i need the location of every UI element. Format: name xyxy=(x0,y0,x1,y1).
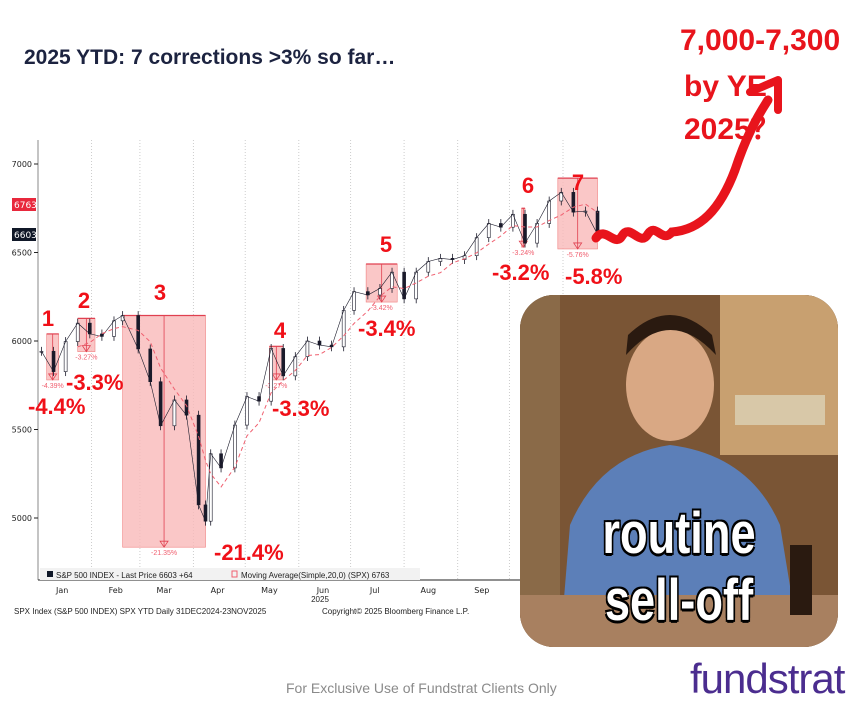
x-tick-label: Mar xyxy=(157,586,173,595)
correction-box-3: -21.35% xyxy=(122,314,206,557)
price-candle xyxy=(63,341,68,372)
correction-label-7: -5.8% xyxy=(565,264,622,289)
legend-swatch-price xyxy=(47,571,53,577)
correction-label-3: -21.4% xyxy=(214,540,284,565)
legend-swatch-ma xyxy=(231,570,238,578)
correction-number-7: 7 xyxy=(572,170,584,195)
price-tag-ma-text: 6763 xyxy=(14,201,37,211)
x-tick-label: Feb xyxy=(109,586,123,595)
price-candle xyxy=(245,396,249,426)
correction-label-6: -3.2% xyxy=(492,260,549,285)
target-range: 7,000-7,300 xyxy=(680,24,841,57)
price-candle xyxy=(486,223,491,238)
price-candle xyxy=(148,348,153,383)
down-triangle-icon xyxy=(81,345,92,353)
x-tick-label: Jan xyxy=(55,586,68,595)
price-candle xyxy=(158,381,163,427)
correction-pct: -3.27% xyxy=(265,383,287,390)
moving-average-line xyxy=(77,203,598,488)
x-tick-label: Jun xyxy=(316,586,330,595)
price-candle xyxy=(75,322,80,342)
footer-disclaimer: For Exclusive Use of Fundstrat Clients O… xyxy=(286,680,557,696)
price-candle xyxy=(136,315,140,350)
down-triangle-icon xyxy=(572,242,583,250)
y-tick-label: 5500 xyxy=(12,426,32,435)
price-candle xyxy=(112,320,116,337)
correction-label-2: -3.3% xyxy=(66,370,123,395)
meme-figure xyxy=(520,295,838,647)
meme-image: routine sell-off xyxy=(520,295,838,647)
price-line xyxy=(41,191,598,522)
correction-number-6: 6 xyxy=(522,173,534,198)
correction-number-4: 4 xyxy=(274,318,287,343)
y-tick-label: 6500 xyxy=(12,249,32,258)
down-triangle-icon xyxy=(271,373,282,381)
correction-pct: -5.76% xyxy=(567,252,589,259)
price-candle xyxy=(184,399,189,416)
correction-pct: -3.27% xyxy=(75,355,97,362)
correction-number-5: 5 xyxy=(380,232,392,257)
correction-number-2: 2 xyxy=(78,288,90,313)
slide-title: 2025 YTD: 7 corrections >3% so far… xyxy=(24,46,396,69)
price-candle xyxy=(571,192,576,213)
price-candle xyxy=(352,291,356,311)
year-label: 2025 xyxy=(311,595,329,604)
price-candle xyxy=(196,414,201,506)
price-candle xyxy=(426,261,431,273)
price-candle xyxy=(341,310,346,348)
x-tick-label: Aug xyxy=(420,586,436,595)
x-tick-label: Jul xyxy=(369,586,380,595)
correction-label-4: -3.3% xyxy=(272,396,329,421)
legend-price: S&P 500 INDEX - Last Price 6603 +64 xyxy=(56,571,193,580)
correction-label-5: -3.4% xyxy=(358,316,415,341)
y-tick-label: 6000 xyxy=(12,337,32,346)
correction-pct: -3.24% xyxy=(512,250,534,257)
price-candle xyxy=(172,399,177,427)
correction-pct: -4.39% xyxy=(42,383,64,390)
fundstrat-logo: fundstrat xyxy=(690,655,845,702)
price-candle xyxy=(378,288,382,296)
legend-box xyxy=(40,568,420,580)
price-candle xyxy=(595,210,600,235)
legend-ma: Moving Average(Simple,20,0) (SPX) 6763 xyxy=(241,571,390,580)
price-candle xyxy=(402,271,406,300)
price-candle xyxy=(281,348,286,377)
price-candle xyxy=(233,424,237,469)
down-triangle-icon xyxy=(47,373,58,381)
meme-caption-line2: sell-off xyxy=(604,568,754,633)
price-tag-last-text: 6603 xyxy=(14,231,37,241)
price-candle xyxy=(219,453,223,469)
x-tick-label: May xyxy=(261,586,278,595)
x-tick-label: Apr xyxy=(211,586,226,595)
correction-number-3: 3 xyxy=(154,280,166,305)
correction-pct: -21.35% xyxy=(151,550,177,557)
down-triangle-icon xyxy=(159,540,169,548)
x-tick-label: Sep xyxy=(474,586,489,595)
y-tick-label: 5000 xyxy=(12,514,32,523)
price-tag-last: 6603 xyxy=(12,228,37,241)
meme-caption-line1: routine xyxy=(602,501,756,566)
price-candle xyxy=(523,213,527,244)
price-candle xyxy=(305,340,310,357)
price-tag-ma: 6763 xyxy=(12,198,37,211)
chart-copyright: Copyright© 2025 Bloomberg Finance L.P. xyxy=(322,607,469,616)
price-candle xyxy=(293,356,298,377)
chart-source: SPX Index (S&P 500 INDEX) SPX YTD Daily … xyxy=(14,607,267,616)
price-candle xyxy=(88,322,92,335)
correction-pct: -3.42% xyxy=(371,305,393,312)
correction-number-1: 1 xyxy=(42,306,54,331)
y-tick-label: 7000 xyxy=(12,160,32,169)
price-candle xyxy=(414,271,419,300)
correction-label-1: -4.4% xyxy=(28,394,85,419)
